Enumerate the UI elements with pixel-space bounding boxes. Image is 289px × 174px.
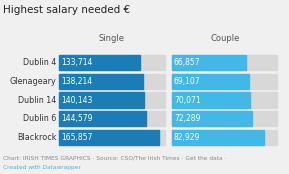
Bar <box>172 111 277 126</box>
Text: 66,857: 66,857 <box>174 58 201 67</box>
Text: Dublin 14: Dublin 14 <box>18 96 56 105</box>
Bar <box>59 92 165 108</box>
Text: Glenageary: Glenageary <box>10 77 56 86</box>
Text: 138,214: 138,214 <box>61 77 92 86</box>
Text: 133,714: 133,714 <box>61 58 93 67</box>
Text: 140,143: 140,143 <box>61 96 93 105</box>
Bar <box>59 55 140 70</box>
Text: Blackrock: Blackrock <box>17 133 56 142</box>
Bar <box>59 130 165 145</box>
Text: Couple: Couple <box>210 34 239 43</box>
Text: Dublin 6: Dublin 6 <box>23 114 56 123</box>
Text: Highest salary needed €: Highest salary needed € <box>3 5 130 15</box>
Bar <box>59 74 165 89</box>
Text: 165,857: 165,857 <box>61 133 93 142</box>
Bar <box>172 92 250 108</box>
Bar <box>59 111 165 126</box>
Text: Single: Single <box>99 34 125 43</box>
Text: Created with Datawrapper: Created with Datawrapper <box>3 165 81 170</box>
Bar <box>59 130 159 145</box>
Text: 70,071: 70,071 <box>174 96 201 105</box>
Text: 144,579: 144,579 <box>61 114 93 123</box>
Bar <box>172 111 252 126</box>
Text: Dublin 4: Dublin 4 <box>23 58 56 67</box>
Bar <box>59 55 165 70</box>
Bar <box>172 74 277 89</box>
Bar <box>172 55 277 70</box>
Text: 82,929: 82,929 <box>174 133 200 142</box>
Text: Chart: IRISH TIMES GRAPHICS · Source: CSO/The Irish Times · Get the data ·: Chart: IRISH TIMES GRAPHICS · Source: CS… <box>3 156 226 161</box>
Bar <box>172 55 246 70</box>
Text: 72,289: 72,289 <box>174 114 200 123</box>
Bar <box>172 74 249 89</box>
Bar <box>59 74 142 89</box>
Bar <box>172 130 264 145</box>
Bar <box>172 92 277 108</box>
Bar <box>172 130 277 145</box>
Bar <box>59 111 147 126</box>
Bar <box>59 92 144 108</box>
Text: 69,107: 69,107 <box>174 77 201 86</box>
